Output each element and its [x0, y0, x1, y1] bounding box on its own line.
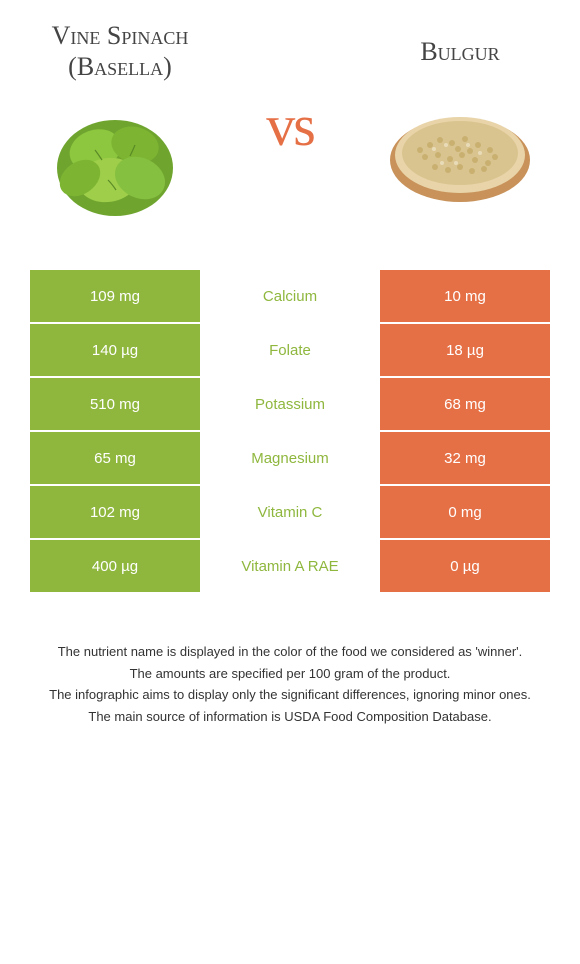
nutrient-name: Magnesium [200, 432, 380, 484]
food-left-column: Vine Spinach (Basella) [30, 20, 210, 230]
table-row: 109 mgCalcium10 mg [30, 270, 550, 322]
footer-line: The infographic aims to display only the… [40, 685, 540, 705]
table-row: 400 µgVitamin A RAE0 µg [30, 540, 550, 592]
value-right: 10 mg [380, 270, 550, 322]
table-row: 102 mgVitamin C0 mg [30, 486, 550, 538]
nutrient-name: Calcium [200, 270, 380, 322]
value-right: 32 mg [380, 432, 550, 484]
table-row: 510 mgPotassium68 mg [30, 378, 550, 430]
table-row: 65 mgMagnesium32 mg [30, 432, 550, 484]
value-left: 510 mg [30, 378, 200, 430]
nutrient-table: 109 mgCalcium10 mg140 µgFolate18 µg510 m… [30, 270, 550, 592]
nutrient-name: Folate [200, 324, 380, 376]
vs-label: vs [266, 92, 314, 159]
footer-line: The amounts are specified per 100 gram o… [40, 664, 540, 684]
value-right: 0 µg [380, 540, 550, 592]
food-right-title: Bulgur [420, 36, 499, 67]
nutrient-name: Vitamin A RAE [200, 540, 380, 592]
value-right: 0 mg [380, 486, 550, 538]
value-left: 140 µg [30, 324, 200, 376]
food-left-image [40, 100, 200, 230]
value-right: 68 mg [380, 378, 550, 430]
value-left: 102 mg [30, 486, 200, 538]
value-right: 18 µg [380, 324, 550, 376]
value-left: 400 µg [30, 540, 200, 592]
footer-notes: The nutrient name is displayed in the co… [30, 642, 550, 726]
food-right-image [380, 85, 540, 215]
comparison-header: Vine Spinach (Basella) vs Bulgur [30, 20, 550, 230]
nutrient-name: Vitamin C [200, 486, 380, 538]
value-left: 65 mg [30, 432, 200, 484]
footer-line: The main source of information is USDA F… [40, 707, 540, 727]
value-left: 109 mg [30, 270, 200, 322]
table-row: 140 µgFolate18 µg [30, 324, 550, 376]
food-right-column: Bulgur [370, 36, 550, 215]
footer-line: The nutrient name is displayed in the co… [40, 642, 540, 662]
food-left-title: Vine Spinach (Basella) [30, 20, 210, 82]
nutrient-name: Potassium [200, 378, 380, 430]
